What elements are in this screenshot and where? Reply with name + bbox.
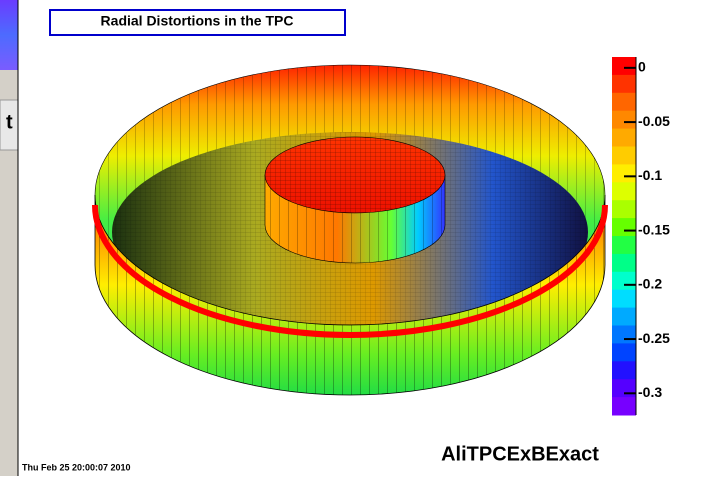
palette-band xyxy=(612,308,636,326)
palette-band xyxy=(612,182,636,200)
palette-band xyxy=(612,218,636,236)
palette-band xyxy=(612,75,636,93)
z-tick-label: -0.25 xyxy=(638,330,670,346)
palette-band xyxy=(612,361,636,379)
hub-top-mesh xyxy=(265,137,445,213)
z-tick-label: 0 xyxy=(638,59,646,75)
palette-band xyxy=(612,200,636,218)
palette-band xyxy=(612,111,636,129)
z-tick-label: -0.1 xyxy=(638,167,662,183)
z-tick-label: -0.15 xyxy=(638,221,670,237)
palette-band xyxy=(612,57,636,75)
palette-band xyxy=(612,254,636,272)
palette-band xyxy=(612,343,636,361)
z-tick-label: -0.3 xyxy=(638,384,662,400)
palette-band xyxy=(612,164,636,182)
palette-band xyxy=(612,129,636,147)
palette-band xyxy=(612,236,636,254)
side-window-banner xyxy=(0,0,18,70)
palette-band xyxy=(612,272,636,290)
z-tick-label: -0.2 xyxy=(638,276,662,292)
side-window xyxy=(0,0,18,476)
chart-title: Radial Distortions in the TPC xyxy=(101,13,294,29)
timestamp: Thu Feb 25 20:00:07 2010 xyxy=(22,462,131,472)
annotation: AliTPCExBExact xyxy=(441,443,599,465)
palette-band xyxy=(612,397,636,415)
palette-band xyxy=(612,147,636,165)
palette-band xyxy=(612,326,636,344)
z-tick-label: -0.05 xyxy=(638,113,670,129)
surface-plot xyxy=(95,65,605,395)
palette-band xyxy=(612,290,636,308)
palette-band xyxy=(612,379,636,397)
screen: t Radial Distortions in the TPC 0 -0.05 -0… xyxy=(0,0,714,476)
side-window-text: t xyxy=(6,111,13,133)
palette-band xyxy=(612,93,636,111)
